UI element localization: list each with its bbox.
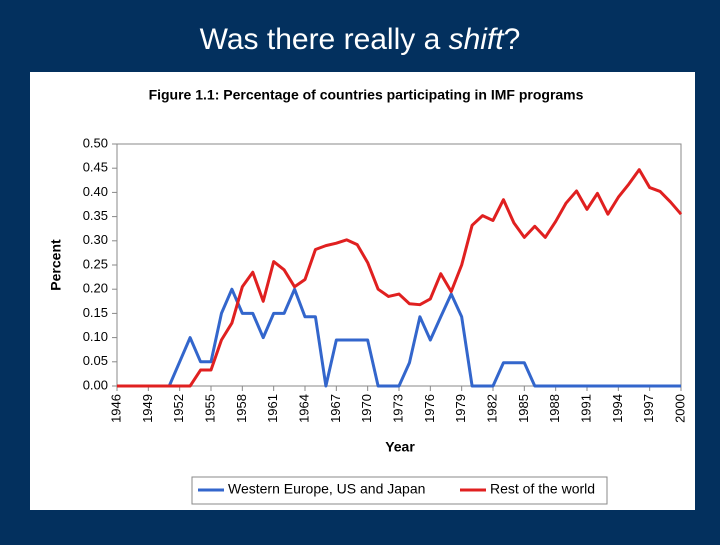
x-tick-label: 1985 (516, 394, 531, 423)
chart-title: Figure 1.1: Percentage of countries part… (149, 87, 584, 103)
y-tick-label: 0.30 (83, 232, 108, 247)
series-line (117, 287, 681, 388)
y-tick-label: 0.20 (83, 281, 108, 296)
x-tick-label: 1958 (234, 394, 249, 423)
legend-box (191, 476, 608, 505)
y-tick-label: 0.45 (83, 160, 108, 175)
x-tick-label: 1991 (578, 394, 593, 423)
x-tick-label: 1949 (140, 394, 155, 423)
x-tick-label: 1997 (641, 394, 656, 423)
x-tick-label: 1973 (390, 394, 405, 423)
x-tick-label: 1970 (359, 394, 374, 423)
x-tick-label: 1964 (296, 394, 311, 423)
series-line (117, 168, 683, 388)
x-tick-label: 1979 (453, 394, 468, 423)
x-tick-label: 1976 (422, 394, 437, 423)
slide-title-part: Was there really a (200, 23, 449, 56)
legend-label: Western Europe, US and Japan (228, 481, 425, 497)
x-tick-label: 1961 (265, 394, 280, 423)
x-tick-label: 1952 (171, 394, 186, 423)
slide-title-part: ? (504, 23, 521, 56)
slide-title: Was there really a shift? (200, 23, 521, 56)
y-tick-label: 0.50 (83, 135, 108, 150)
x-tick-label: 1946 (108, 394, 123, 423)
x-tick-label: 1982 (484, 394, 499, 423)
y-tick-label: 0.10 (83, 329, 108, 344)
x-tick-label: 1955 (202, 394, 217, 423)
y-tick-label: 0.35 (83, 208, 108, 223)
x-tick-label: 2000 (672, 394, 687, 423)
y-tick-label: 0.00 (83, 377, 108, 392)
legend-label: Rest of the world (490, 481, 595, 497)
y-axis-label: Percent (48, 239, 64, 291)
y-tick-label: 0.15 (83, 305, 108, 320)
slide-title-part: shift (449, 23, 506, 56)
x-tick-label: 1988 (547, 394, 562, 423)
y-tick-label: 0.25 (83, 256, 108, 271)
y-tick-label: 0.05 (83, 353, 108, 368)
chart-panel (30, 72, 695, 510)
x-tick-label: 1994 (610, 394, 625, 423)
y-tick-label: 0.40 (83, 184, 108, 199)
x-axis-label: Year (385, 439, 415, 455)
x-tick-label: 1967 (328, 394, 343, 423)
